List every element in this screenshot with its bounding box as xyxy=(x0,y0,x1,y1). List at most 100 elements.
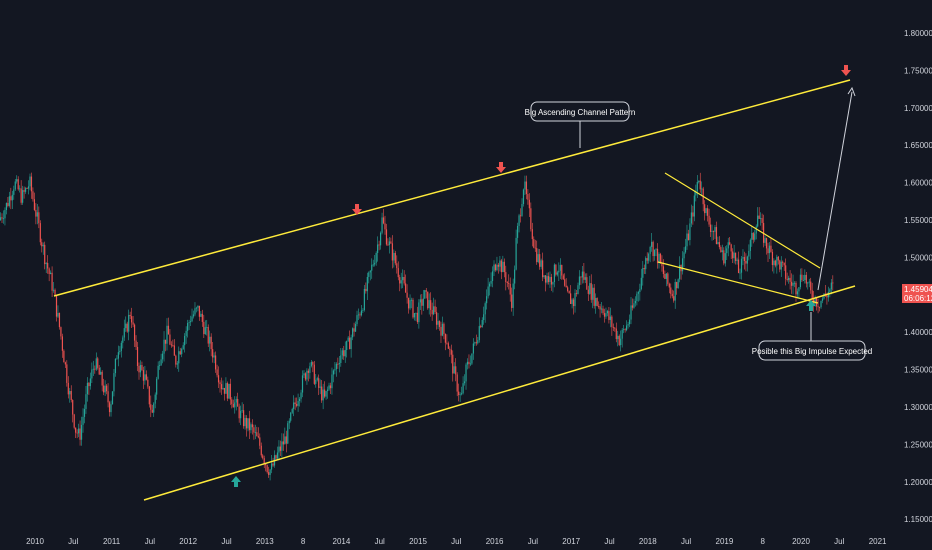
candle-body xyxy=(597,306,600,307)
candle-body xyxy=(172,345,174,346)
candle-body xyxy=(75,427,77,433)
candle-body xyxy=(60,327,62,337)
time-tick-label: Jul xyxy=(834,537,844,546)
candle-body xyxy=(540,260,542,267)
price-tick-label: 1.75000 xyxy=(904,66,932,75)
candle-body xyxy=(799,274,802,288)
candle-body xyxy=(125,323,127,329)
candle-body xyxy=(250,424,252,431)
candle-body xyxy=(160,359,162,366)
candle-body xyxy=(499,260,501,267)
candle-body xyxy=(811,290,813,300)
time-tick-label: Jul xyxy=(221,537,231,546)
impulse-annotation[interactable]: Posible this Big Impulse Expected xyxy=(752,312,873,361)
time-tick-label: 2018 xyxy=(639,537,657,546)
candle-body xyxy=(438,321,441,327)
price-tick-label: 1.60000 xyxy=(904,179,932,188)
candle-body xyxy=(536,248,538,263)
channel-upper-trendline[interactable] xyxy=(53,79,851,297)
candle-body xyxy=(550,276,553,285)
candle-body xyxy=(477,340,479,344)
candle-body xyxy=(321,386,323,401)
candle-body xyxy=(463,381,466,384)
candle-body xyxy=(318,378,320,388)
candle-body xyxy=(272,463,274,466)
candle-body xyxy=(313,364,315,384)
candle-body xyxy=(795,282,797,295)
candle-body xyxy=(764,238,766,243)
candle-body xyxy=(349,337,351,350)
wedge-lower-trendline[interactable] xyxy=(657,261,819,304)
candle-body xyxy=(765,238,768,249)
candle-body xyxy=(425,290,427,292)
candle-body xyxy=(189,321,192,323)
candle-body xyxy=(779,260,781,270)
candle-body xyxy=(331,374,333,389)
candle-body xyxy=(434,306,436,313)
candle-body xyxy=(384,223,386,230)
candle-body xyxy=(698,180,700,182)
candle-body xyxy=(558,270,560,273)
candle-body xyxy=(549,276,551,283)
candle-body xyxy=(73,414,75,428)
candle-body xyxy=(773,260,775,266)
price-axis[interactable]: 1.80000 1.75000 1.70000 1.65000 1.60000 1.550… xyxy=(904,29,932,524)
candle-body xyxy=(653,249,656,257)
candle-body xyxy=(244,417,246,427)
candle-body xyxy=(296,404,298,406)
candle-body xyxy=(671,293,673,297)
candle-body xyxy=(220,384,223,390)
candle-body xyxy=(110,404,112,413)
candle-body xyxy=(543,275,545,278)
candle-body xyxy=(5,203,8,210)
candle-body xyxy=(229,383,231,400)
candle-body xyxy=(30,176,33,192)
channel-annotation[interactable]: Big Ascending Channel Pattern xyxy=(525,101,636,148)
candle-body xyxy=(580,276,582,278)
candle-body xyxy=(79,428,81,440)
candle-body xyxy=(16,179,18,182)
candle-body xyxy=(546,276,548,283)
channel-lower-trendline[interactable] xyxy=(143,285,856,501)
candle-body xyxy=(758,215,760,219)
candle-body xyxy=(66,364,68,383)
candle-body xyxy=(760,218,762,219)
time-tick-label: Jul xyxy=(145,537,155,546)
candle-body xyxy=(745,261,747,264)
candle-body xyxy=(544,275,547,283)
candle-body xyxy=(468,361,470,365)
candle-body xyxy=(643,267,645,270)
candle-body xyxy=(297,400,299,406)
time-tick-label: Jul xyxy=(375,537,385,546)
candle-body xyxy=(182,345,184,349)
candle-body xyxy=(677,279,679,289)
candle-body xyxy=(282,441,284,445)
candle-body xyxy=(810,281,812,291)
candle-body xyxy=(167,325,170,335)
candle-body xyxy=(667,273,669,284)
candle-body xyxy=(154,394,156,404)
candle-body xyxy=(723,250,725,264)
candle-body xyxy=(415,312,417,314)
candle-body xyxy=(617,335,619,340)
candle-body xyxy=(595,297,597,306)
candle-body xyxy=(634,300,637,304)
candle-body xyxy=(437,321,439,325)
wedge-upper-trendline[interactable] xyxy=(664,172,821,269)
candle-body xyxy=(144,374,146,381)
candle-body xyxy=(471,353,473,364)
candle-body xyxy=(303,373,305,376)
candle-body xyxy=(44,244,46,265)
candle-body xyxy=(405,283,407,293)
candle-body xyxy=(138,365,140,373)
candle-body xyxy=(589,283,591,294)
candle-body xyxy=(564,279,566,286)
time-axis[interactable]: 2010 Jul 2011 Jul 2012 Jul 2013 8 2014 Jul 2015 Jul… xyxy=(26,537,887,546)
time-tick-label: Jul xyxy=(451,537,461,546)
candle-body xyxy=(603,313,606,317)
candle-body xyxy=(108,402,111,413)
candle-body xyxy=(48,268,50,275)
candle-body xyxy=(782,261,784,263)
candle-body xyxy=(332,370,335,375)
